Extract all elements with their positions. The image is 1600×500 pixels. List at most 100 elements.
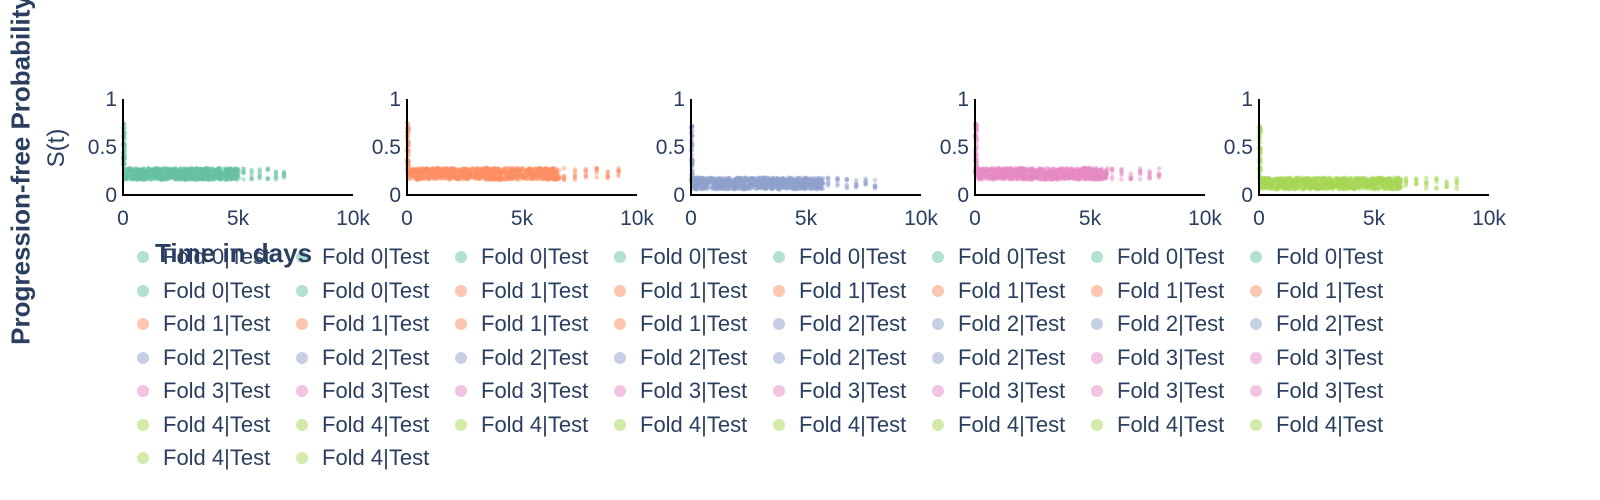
data-point <box>232 175 237 181</box>
data-point <box>143 176 149 182</box>
data-point <box>408 173 414 178</box>
data-point <box>226 168 231 174</box>
data-point <box>214 170 219 176</box>
data-point <box>1067 173 1072 179</box>
data-point <box>549 168 555 174</box>
data-point <box>536 172 541 178</box>
data-point <box>165 166 171 172</box>
data-point <box>501 169 507 175</box>
data-point <box>140 168 146 174</box>
data-point <box>161 172 166 178</box>
data-point <box>471 171 477 177</box>
data-point <box>485 169 491 175</box>
data-point <box>227 174 233 180</box>
data-point <box>996 175 1001 180</box>
data-point <box>165 171 170 177</box>
data-point <box>125 170 130 175</box>
data-point <box>225 170 231 176</box>
data-point <box>124 170 130 175</box>
data-point <box>416 169 422 174</box>
data-point <box>1286 178 1292 184</box>
data-point <box>180 172 186 178</box>
data-point <box>1147 171 1152 177</box>
data-point <box>227 166 232 171</box>
data-point <box>150 172 155 178</box>
data-point <box>219 174 224 180</box>
data-point <box>214 167 219 173</box>
data-point <box>476 173 481 178</box>
data-point <box>231 173 237 178</box>
data-point <box>431 173 436 178</box>
data-point <box>146 166 151 171</box>
data-point <box>225 172 231 177</box>
data-point <box>205 166 211 171</box>
data-point <box>530 168 536 174</box>
data-point <box>552 175 557 181</box>
data-point <box>204 171 209 177</box>
data-point <box>172 172 177 178</box>
data-point <box>408 171 414 177</box>
data-point <box>213 175 218 181</box>
data-point <box>152 172 158 177</box>
data-point <box>265 167 271 173</box>
data-point <box>160 167 165 172</box>
data-point <box>227 174 232 179</box>
data-point <box>466 167 472 172</box>
data-point <box>184 167 189 172</box>
data-point <box>1316 185 1321 191</box>
data-point <box>160 177 165 182</box>
data-point <box>202 166 207 172</box>
data-point <box>527 175 533 181</box>
data-point <box>189 173 195 179</box>
data-point <box>196 174 202 179</box>
data-point <box>143 170 149 175</box>
data-point <box>484 166 489 172</box>
data-point <box>153 166 159 171</box>
data-point <box>1128 176 1134 182</box>
data-point <box>1285 185 1291 191</box>
data-point <box>514 167 519 172</box>
data-point <box>164 171 170 177</box>
data-point <box>181 166 187 172</box>
data-point <box>207 167 212 172</box>
data-point <box>191 172 196 177</box>
data-point <box>136 168 141 174</box>
data-point <box>225 168 230 174</box>
data-point <box>485 168 490 174</box>
data-point <box>551 176 557 181</box>
data-point <box>488 177 493 182</box>
data-point <box>183 172 188 178</box>
data-point <box>176 174 181 180</box>
data-point <box>171 173 177 178</box>
data-point <box>176 171 182 177</box>
data-point <box>223 170 229 175</box>
data-point <box>139 176 145 181</box>
data-point <box>549 167 554 172</box>
data-point <box>129 169 135 174</box>
data-point <box>175 173 181 178</box>
data-point <box>200 169 205 175</box>
data-point <box>477 169 483 174</box>
data-point <box>134 176 139 181</box>
data-point <box>156 168 161 173</box>
data-point <box>222 171 228 177</box>
data-point <box>123 173 129 179</box>
data-point <box>493 176 499 182</box>
data-point <box>435 167 441 173</box>
data-point <box>1391 179 1397 184</box>
data-point <box>224 174 230 180</box>
data-point <box>257 173 263 178</box>
data-point <box>222 168 228 174</box>
data-point <box>134 170 139 175</box>
data-point <box>446 176 452 181</box>
data-point <box>228 173 233 179</box>
data-point <box>489 166 494 172</box>
data-point <box>175 171 180 177</box>
data-point <box>205 171 210 176</box>
data-point <box>540 167 546 172</box>
data-point <box>517 174 523 180</box>
data-point <box>532 172 538 177</box>
data-point <box>472 174 478 179</box>
data-point <box>225 171 231 177</box>
data-point <box>493 176 499 181</box>
